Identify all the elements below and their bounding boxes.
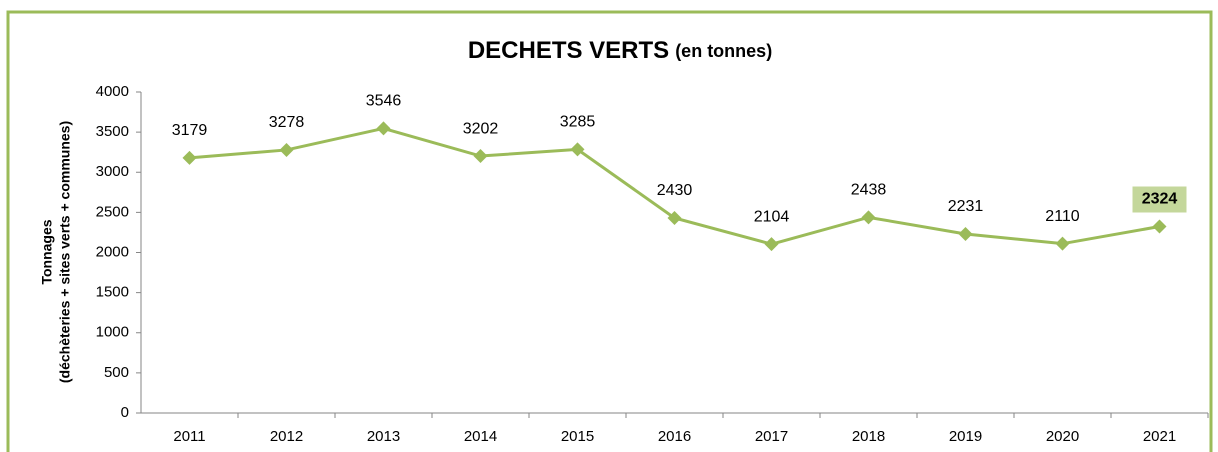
y-tick-label: 4000: [96, 83, 129, 100]
data-label: 2104: [754, 208, 790, 225]
x-tick-label: 2011: [173, 428, 205, 445]
x-tick-label: 2012: [270, 428, 303, 445]
data-label: 3285: [560, 114, 596, 131]
chart-title-group: DECHETS VERTS (en tonnes): [468, 37, 772, 64]
data-label: 2430: [657, 182, 693, 199]
marker: [182, 150, 197, 165]
marker: [376, 121, 391, 136]
marker: [279, 142, 294, 157]
y-tick-label: 2500: [96, 203, 129, 220]
marker: [1055, 236, 1070, 251]
y-tick-label: 500: [104, 364, 129, 381]
y-tick-label: 1000: [96, 324, 129, 341]
data-label: 2324: [1142, 191, 1178, 208]
x-tick-label: 2015: [561, 428, 594, 445]
x-tick-label: 2020: [1046, 428, 1079, 445]
data-label: 2231: [948, 198, 984, 215]
data-label: 3546: [366, 93, 402, 110]
marker: [958, 226, 973, 241]
data-label: 3179: [172, 122, 208, 139]
x-tick-label: 2017: [755, 428, 788, 445]
y-axis-label: Tonnages: [39, 219, 55, 284]
y-tick-label: 3000: [96, 163, 129, 180]
marker: [667, 210, 682, 225]
x-tick-label: 2013: [367, 428, 400, 445]
y-tick-label: 3500: [96, 123, 129, 140]
marker: [1152, 219, 1167, 234]
chart-title: DECHETS VERTS: [468, 37, 669, 64]
x-tick-label: 2021: [1143, 428, 1176, 445]
data-label: 2110: [1045, 208, 1080, 225]
marker: [570, 142, 585, 157]
y-tick-label: 1500: [96, 284, 129, 301]
data-label: 3278: [269, 114, 305, 131]
y-tick-label: 0: [121, 404, 129, 421]
data-label: 3202: [463, 120, 499, 137]
y-tick-label: 2000: [96, 243, 129, 260]
label-highlight: [1132, 186, 1187, 213]
x-tick-label: 2018: [852, 428, 885, 445]
chart-frame: [6, 10, 1213, 452]
x-tick-label: 2019: [949, 428, 982, 445]
chart-subtitle: (en tonnes): [675, 41, 772, 61]
y-axis-label: (déchèteries + sites verts + communes): [57, 121, 73, 383]
data-label: 2438: [851, 182, 887, 199]
marker: [473, 149, 488, 164]
marker: [861, 210, 876, 225]
x-tick-label: 2016: [658, 428, 691, 445]
x-tick-label: 2014: [464, 428, 497, 445]
marker: [764, 237, 779, 252]
